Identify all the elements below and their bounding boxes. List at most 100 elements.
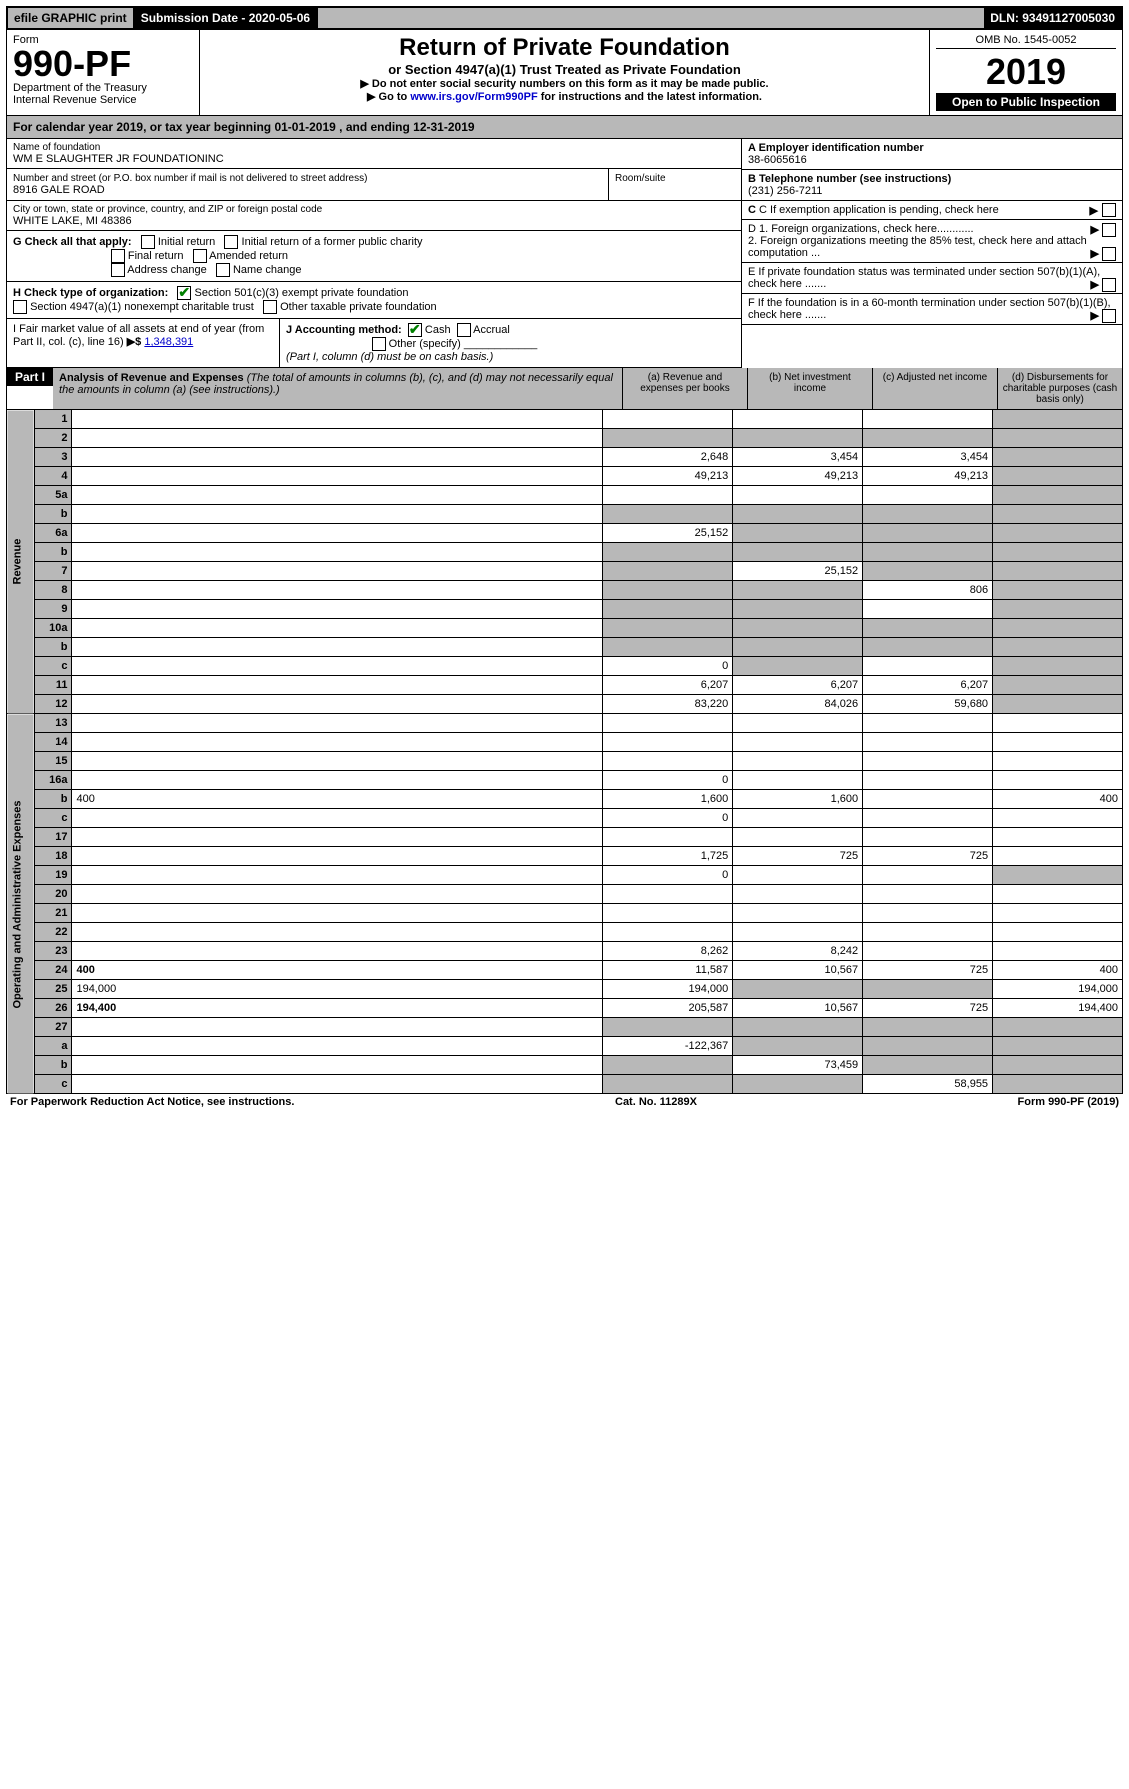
col-d-value [993, 581, 1123, 600]
line-desc [72, 847, 603, 866]
table-row: c0 [7, 809, 1123, 828]
col-b-value: 725 [733, 847, 863, 866]
line-desc [72, 486, 603, 505]
table-row: 26194,400205,58710,567725194,400 [7, 999, 1123, 1018]
spacer [318, 8, 984, 28]
dln: DLN: 93491127005030 [984, 8, 1121, 28]
col-a-value: 11,587 [603, 961, 733, 980]
col-c-value: 58,955 [863, 1075, 993, 1094]
col-a-value: 205,587 [603, 999, 733, 1018]
table-row: b [7, 505, 1123, 524]
col-d-value [993, 429, 1123, 448]
col-c-value [863, 486, 993, 505]
col-b-value [733, 714, 863, 733]
table-row: 1283,22084,02659,680 [7, 695, 1123, 714]
table-row: 449,21349,21349,213 [7, 467, 1123, 486]
i-value[interactable]: 1,348,391 [144, 336, 193, 348]
table-row: 190 [7, 866, 1123, 885]
line-number: 12 [34, 695, 72, 714]
col-c-value: 6,207 [863, 676, 993, 695]
col-b-head: (b) Net investment income [748, 368, 873, 409]
col-a-value [603, 429, 733, 448]
d2-checkbox[interactable] [1102, 247, 1116, 261]
table-row: b73,459 [7, 1056, 1123, 1075]
part1-badge-wrap: Part I [7, 368, 53, 409]
d1-checkbox[interactable] [1102, 223, 1116, 237]
col-d-value: 194,000 [993, 980, 1123, 999]
part1-title: Analysis of Revenue and Expenses [59, 372, 244, 384]
address-change-checkbox[interactable] [111, 263, 125, 277]
tax-year: 2019 [936, 51, 1116, 93]
initial-former-checkbox[interactable] [224, 235, 238, 249]
col-c-value [863, 657, 993, 676]
col-b-value [733, 828, 863, 847]
table-row: 27 [7, 1018, 1123, 1037]
line-number: 16a [34, 771, 72, 790]
b-label: B Telephone number (see instructions) [748, 173, 951, 185]
table-row: 2440011,58710,567725400 [7, 961, 1123, 980]
table-row: b [7, 543, 1123, 562]
line-desc [72, 505, 603, 524]
other-taxable-checkbox[interactable] [263, 300, 277, 314]
room-box: Room/suite [609, 169, 741, 200]
col-c-value [863, 505, 993, 524]
irs-link[interactable]: www.irs.gov/Form990PF [410, 91, 537, 103]
table-row: 238,2628,242 [7, 942, 1123, 961]
line-number: 18 [34, 847, 72, 866]
e-checkbox[interactable] [1102, 278, 1116, 292]
line-number: b [34, 543, 72, 562]
col-c-value [863, 1056, 993, 1075]
info-grid: Name of foundation WM E SLAUGHTER JR FOU… [6, 139, 1123, 368]
col-b-value: 10,567 [733, 999, 863, 1018]
line-number: 22 [34, 923, 72, 942]
amended-return-checkbox[interactable] [193, 249, 207, 263]
room-label: Room/suite [615, 173, 735, 184]
col-b-value [733, 486, 863, 505]
line-number: c [34, 657, 72, 676]
footer-mid: Cat. No. 11289X [615, 1096, 697, 1108]
line-desc [72, 638, 603, 657]
dept: Department of the Treasury [13, 82, 193, 94]
col-a-value: 83,220 [603, 695, 733, 714]
col-b-value [733, 885, 863, 904]
cash-checkbox[interactable] [408, 323, 422, 337]
final-return-checkbox[interactable] [111, 249, 125, 263]
col-a-value: 25,152 [603, 524, 733, 543]
col-c-value [863, 904, 993, 923]
col-a-value [603, 714, 733, 733]
initial-return-checkbox[interactable] [141, 235, 155, 249]
c-checkbox[interactable] [1102, 203, 1116, 217]
col-b-value [733, 809, 863, 828]
col-b-value [733, 1075, 863, 1094]
line-desc [72, 866, 603, 885]
line-desc [72, 828, 603, 847]
col-a-value: 6,207 [603, 676, 733, 695]
table-row: 14 [7, 733, 1123, 752]
col-c-value [863, 809, 993, 828]
line-number: 26 [34, 999, 72, 1018]
line-number: c [34, 809, 72, 828]
f-checkbox[interactable] [1102, 309, 1116, 323]
name-change-checkbox[interactable] [216, 263, 230, 277]
501c3-checkbox[interactable] [177, 286, 191, 300]
col-c-value [863, 524, 993, 543]
col-b-value [733, 657, 863, 676]
col-d-value [993, 1075, 1123, 1094]
accrual-checkbox[interactable] [457, 323, 471, 337]
col-c-value [863, 1018, 993, 1037]
other-method-checkbox[interactable] [372, 337, 386, 351]
col-c-value [863, 562, 993, 581]
col-b-value [733, 923, 863, 942]
col-c-value [863, 980, 993, 999]
f-box: F If the foundation is in a 60-month ter… [742, 294, 1122, 325]
omb: OMB No. 1545-0052 [936, 34, 1116, 49]
table-row: b [7, 638, 1123, 657]
line-number: 21 [34, 904, 72, 923]
col-d-value [993, 1056, 1123, 1075]
col-a-value [603, 1075, 733, 1094]
col-a-value: 0 [603, 771, 733, 790]
col-d-value [993, 847, 1123, 866]
4947-checkbox[interactable] [13, 300, 27, 314]
city-label: City or town, state or province, country… [13, 204, 735, 215]
line-number: a [34, 1037, 72, 1056]
